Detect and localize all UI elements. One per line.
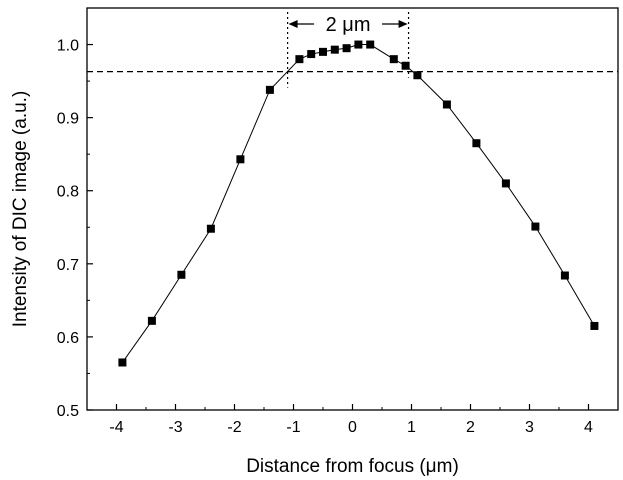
bracket-arrow-left-head (288, 20, 298, 28)
data-point-marker (560, 271, 569, 280)
y-tick-label: 0.9 (57, 111, 79, 128)
x-axis-title: Distance from focus (μm) (246, 456, 459, 477)
data-point-marker (501, 179, 510, 188)
y-tick-label: 0.6 (57, 330, 79, 347)
data-point-marker (265, 85, 274, 94)
bracket-arrow-right-head (398, 20, 408, 28)
data-point-marker (389, 55, 398, 64)
x-tick-label: 4 (584, 419, 593, 436)
data-point-marker (330, 45, 339, 54)
x-tick-label: 2 (466, 419, 475, 436)
bracket-annotation: 2 μm (326, 14, 371, 36)
y-tick-label: 0.5 (57, 403, 79, 420)
x-tick-label: 1 (407, 419, 416, 436)
plot-frame (86, 7, 619, 411)
y-tick-label: 1.0 (57, 38, 79, 55)
data-point-marker (147, 316, 156, 325)
data-point-marker (442, 100, 451, 109)
data-point-marker (413, 71, 422, 80)
data-point-marker (590, 321, 599, 330)
guides-layer (87, 12, 618, 88)
x-tick-label: 3 (525, 419, 534, 436)
data-point-marker (177, 270, 186, 279)
data-point-marker (401, 61, 410, 70)
y-axis-title: Intensity of DIC image (a.u.) (10, 91, 31, 328)
series-layer (118, 40, 599, 367)
data-point-marker (366, 40, 375, 49)
x-tick-label: -3 (168, 419, 182, 436)
data-point-marker (206, 224, 215, 233)
data-point-marker (295, 55, 304, 64)
data-point-marker (307, 50, 316, 59)
data-point-marker (236, 155, 245, 164)
data-point-marker (319, 47, 327, 56)
x-tick-label: -1 (286, 419, 300, 436)
x-tick-label: 0 (348, 419, 357, 436)
data-point-marker (354, 40, 363, 49)
series-line (121, 44, 595, 363)
x-tick-label: -2 (227, 419, 241, 436)
data-point-marker (342, 44, 351, 53)
y-tick-label: 0.8 (57, 184, 79, 201)
data-point-marker (472, 139, 481, 148)
ticks-layer: -4 -3 -2 -1 0 1 2 3 4 0.5 0.6 0.7 0.8 0.9 1.0 (57, 38, 619, 436)
data-point-marker (118, 358, 127, 367)
x-tick-label: -4 (109, 419, 123, 436)
data-point-marker (531, 222, 540, 231)
y-tick-label: 0.7 (57, 257, 79, 274)
